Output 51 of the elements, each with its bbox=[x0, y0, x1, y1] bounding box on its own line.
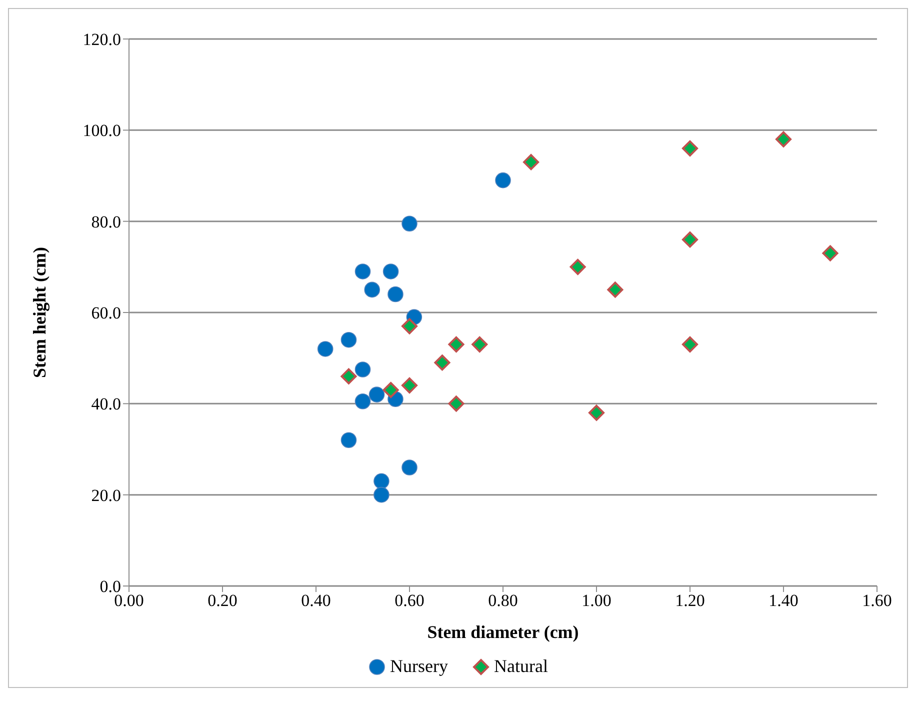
point bbox=[682, 140, 698, 156]
point bbox=[570, 258, 586, 275]
y-tick-label: 100.0 bbox=[82, 121, 121, 140]
x-tick-label: 0.20 bbox=[208, 591, 238, 610]
point bbox=[588, 404, 604, 421]
point bbox=[682, 232, 698, 248]
y-tick-label: 40.0 bbox=[91, 394, 121, 414]
point bbox=[607, 282, 624, 298]
x-tick-label: 0.00 bbox=[114, 591, 144, 610]
y-tick-label: 60.0 bbox=[91, 304, 121, 323]
point bbox=[374, 486, 390, 503]
point bbox=[354, 264, 371, 280]
point bbox=[382, 264, 399, 280]
point bbox=[340, 432, 357, 448]
point bbox=[364, 282, 380, 298]
point bbox=[448, 396, 464, 412]
point bbox=[340, 368, 357, 384]
point bbox=[402, 318, 418, 334]
point bbox=[682, 336, 698, 352]
point bbox=[434, 354, 450, 371]
point bbox=[368, 386, 385, 402]
x-tick-label: 0.80 bbox=[488, 591, 518, 610]
point bbox=[402, 216, 418, 232]
point bbox=[317, 341, 334, 357]
point bbox=[472, 336, 488, 352]
x-tick-label: 1.60 bbox=[862, 591, 892, 610]
y-tick-label: 20.0 bbox=[91, 486, 121, 505]
point bbox=[402, 377, 418, 394]
legend-label: Natural bbox=[494, 656, 548, 677]
point bbox=[402, 460, 418, 476]
point bbox=[354, 362, 371, 378]
x-tick-label: 1.00 bbox=[582, 591, 612, 610]
point bbox=[776, 131, 792, 148]
x-axis-title: Stem diameter (cm) bbox=[427, 622, 579, 642]
y-axis-title: Stem height (cm) bbox=[29, 247, 50, 378]
x-tick-label: 1.20 bbox=[675, 591, 705, 610]
point bbox=[388, 286, 404, 302]
point bbox=[340, 332, 357, 348]
point bbox=[523, 154, 540, 170]
point bbox=[382, 382, 399, 398]
point bbox=[495, 172, 511, 188]
point bbox=[354, 393, 371, 410]
point bbox=[822, 245, 838, 262]
x-tick-label: 1.40 bbox=[768, 591, 798, 610]
x-tick-label: 0.60 bbox=[394, 591, 424, 610]
y-tick-label: 120.0 bbox=[82, 30, 121, 50]
point bbox=[374, 473, 390, 490]
y-tick-label: 80.0 bbox=[91, 212, 121, 232]
point bbox=[448, 336, 464, 352]
legend-label: Nursery bbox=[390, 656, 448, 677]
x-tick-label: 0.40 bbox=[301, 591, 331, 610]
